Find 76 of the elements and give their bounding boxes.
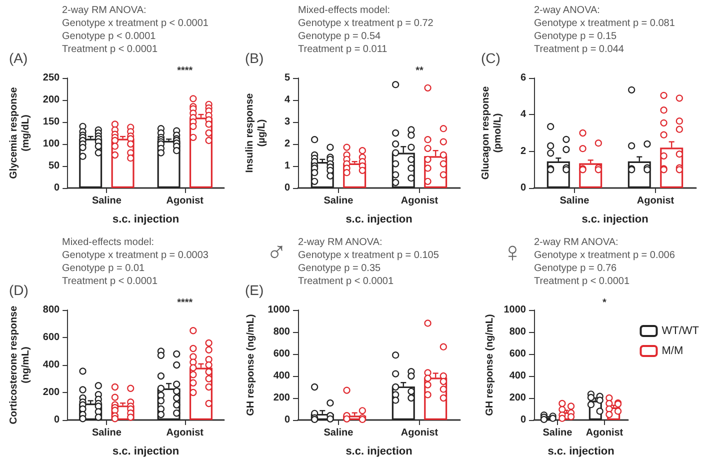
y-tick-label: 600 — [42, 332, 60, 343]
x-axis-title: s.c. injection — [582, 214, 649, 226]
legend-label: WT/WT — [662, 325, 700, 337]
y-tick-label: 1000 — [268, 304, 290, 316]
text: ** — [416, 66, 424, 76]
legend-label: M/M — [662, 345, 684, 357]
text: **** — [177, 66, 193, 76]
x-tick-label: Agonist — [166, 428, 204, 438]
x-axis-title: s.c. injection — [548, 446, 615, 458]
x-axis-title: s.c. injection — [112, 446, 180, 458]
chart-title: (C) — [481, 50, 500, 66]
x-tick-label: Saline — [324, 428, 354, 438]
y-tick-label: 2 — [520, 146, 526, 157]
y-tick-label: 200 — [42, 94, 60, 106]
y-tick-label: 1000 — [504, 304, 526, 316]
x-axis-title: s.c. injection — [346, 446, 413, 458]
y-tick-label: 400 — [273, 370, 290, 382]
y-tick-label: 800 — [509, 326, 526, 338]
y-tick-label: 6 — [520, 72, 526, 84]
y-tick-label: 50 — [48, 160, 60, 172]
chart-title: (B) — [245, 50, 264, 66]
x-tick-label: Agonist — [400, 196, 439, 206]
y-tick-label: 0 — [284, 182, 290, 194]
y-axis-title: GH response (ng/mL) — [245, 314, 256, 416]
text: 2-way RM ANOVA: Genotype x treatment p = 0.006 Genotype p = 0.76 Treatment p < 0.0001 — [534, 237, 676, 287]
x-tick-label: Saline — [324, 196, 354, 206]
y-tick-label: 2 — [284, 138, 290, 150]
text: 2-way ANOVA: Genotype x treatment p = 0.081 Genotype p = 0.15 Treatment p = 0.044 — [534, 5, 676, 55]
y-axis-title: GH response (ng/mL) — [484, 314, 496, 416]
x-tick-label: Agonist — [586, 428, 624, 438]
y-tick-label: 250 — [42, 72, 60, 84]
text: * — [602, 298, 607, 308]
text: **** — [177, 298, 193, 308]
y-tick-label: 800 — [273, 326, 290, 338]
text: Mixed-effects model: Genotype x treatment p = 0.0003 Genotype p = 0.01 Treatment p < 0.0001 — [62, 237, 209, 287]
y-tick-label: 800 — [42, 304, 60, 316]
y-tick-label: 100 — [42, 138, 60, 150]
y-axis-title: Glycemia response (mg/dL) — [8, 86, 32, 179]
x-tick-label: Agonist — [166, 196, 204, 206]
x-tick-label: Saline — [92, 428, 122, 438]
x-axis-title: s.c. injection — [346, 214, 413, 226]
y-tick-label: 1 — [284, 160, 290, 172]
chart-subtitle: ♀ — [502, 236, 523, 268]
y-tick-label: 4 — [520, 109, 526, 120]
y-tick-label: 0 — [54, 182, 60, 194]
y-tick-label: 0 — [284, 414, 290, 426]
y-tick-label: 200 — [509, 392, 526, 404]
y-tick-label: 0 — [520, 414, 526, 426]
text: 2-way RM ANOVA: Genotype x treatment p < 0.0001 Genotype p < 0.0001 Treatment p < 0.0001 — [62, 5, 209, 55]
text: Mixed-effects model: Genotype x treatment p = 0.72 Genotype p = 0.54 Treatment p = 0.011 — [298, 5, 434, 55]
y-tick-label: 150 — [42, 116, 60, 128]
x-tick-label: Agonist — [636, 196, 675, 206]
y-tick-label: 5 — [284, 72, 290, 84]
y-tick-label: 600 — [273, 348, 290, 360]
y-axis-title: Insulin response (µg/L) — [244, 92, 268, 173]
x-tick-label: Saline — [92, 196, 122, 206]
y-tick-label: 3 — [284, 116, 290, 128]
x-tick-label: Agonist — [400, 428, 439, 438]
y-tick-label: 600 — [509, 348, 526, 360]
y-tick-label: 0 — [54, 414, 60, 426]
chart-title: (E) — [245, 282, 264, 298]
x-tick-label: Saline — [542, 428, 573, 438]
x-tick-label: Saline — [560, 196, 590, 206]
y-tick-label: 400 — [42, 360, 60, 370]
y-tick-label: 4 — [284, 94, 290, 106]
chart-title: (A) — [9, 50, 28, 66]
y-axis-title: Glucagon response (pmol/L) — [480, 86, 504, 180]
text: 2-way RM ANOVA: Genotype x treatment p = 0.105 Genotype p = 0.35 Treatment p < 0.0001 — [298, 237, 440, 287]
y-tick-label: 200 — [42, 387, 60, 398]
chart-subtitle: ♂ — [266, 236, 287, 268]
y-tick-label: 0 — [520, 182, 526, 194]
x-axis-title: s.c. injection — [112, 214, 180, 226]
y-tick-label: 400 — [509, 370, 526, 382]
y-axis-title: Corticosterone response (ng/mL) — [8, 305, 32, 424]
y-tick-label: 200 — [273, 392, 290, 404]
chart-title: (D) — [9, 282, 28, 298]
